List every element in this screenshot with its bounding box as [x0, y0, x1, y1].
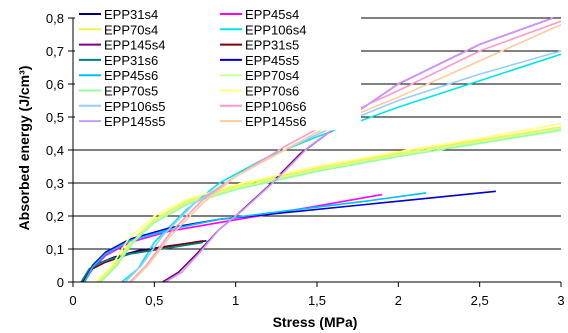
axes [68, 17, 562, 287]
y-tick-label: 0,2 [46, 209, 64, 224]
y-tick-label: 0 [57, 275, 64, 290]
legend-label-14: EPP145s5 [104, 114, 165, 129]
series-line-13 [129, 20, 562, 283]
legend-label-15: EPP145s6 [245, 114, 306, 129]
legend-label-2: EPP70s4 [104, 22, 158, 37]
legend-label-12: EPP106s5 [104, 99, 165, 114]
x-tick-label: 0 [69, 293, 76, 308]
legend-label-3: EPP106s4 [245, 22, 306, 37]
legend-label-9: EPP70s4 [245, 68, 299, 83]
legend-label-8: EPP45s6 [104, 68, 158, 83]
legend-label-7: EPP45s5 [245, 53, 299, 68]
series-line-11 [95, 122, 562, 283]
y-axis-label: Absorbed energy (J/cm³) [16, 66, 32, 231]
series-line-14 [165, 17, 554, 283]
legend-label-10: EPP70s5 [104, 84, 158, 99]
y-tick-label: 0,8 [46, 11, 64, 26]
x-tick-label: 1 [232, 293, 239, 308]
series-line-15 [131, 23, 562, 283]
tick-labels: 0 0,5 1 1,5 2 2,5 3 0 0,1 0,2 0,3 0,4 0,5 0,6 0,7 0,8 [46, 11, 565, 308]
y-tick-label: 0,3 [46, 176, 64, 191]
legend-label-1: EPP45s4 [245, 7, 299, 22]
y-tick-label: 0,7 [46, 44, 64, 59]
y-tick-label: 0,5 [46, 110, 64, 125]
legend-label-0: EPP31s4 [104, 7, 158, 22]
x-tick-label: 3 [557, 293, 564, 308]
series-line-3 [121, 53, 562, 283]
legend-label-13: EPP106s6 [245, 99, 306, 114]
x-tick-label: 0,5 [145, 293, 163, 308]
series-lines [80, 17, 562, 283]
legend-label-6: EPP31s6 [104, 53, 158, 68]
x-tick-label: 2,5 [471, 293, 489, 308]
legend-label-11: EPP70s6 [245, 84, 299, 99]
y-tick-label: 0,1 [46, 242, 64, 257]
legend-label-4: EPP145s4 [104, 38, 165, 53]
y-tick-label: 0,4 [46, 143, 64, 158]
x-tick-label: 2 [395, 293, 402, 308]
x-axis-label: Stress (MPa) [273, 314, 358, 330]
x-tick-label: 1,5 [308, 293, 326, 308]
y-tick-label: 0,6 [46, 77, 64, 92]
legend-label-5: EPP31s5 [245, 38, 299, 53]
series-line-8 [83, 192, 427, 283]
legend-box [75, 4, 361, 131]
